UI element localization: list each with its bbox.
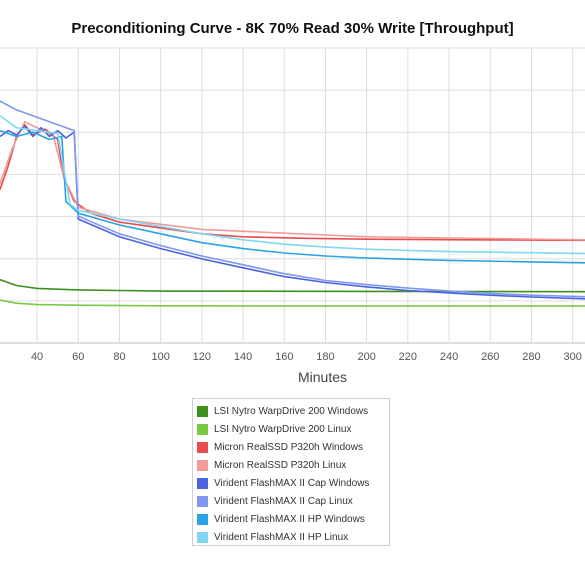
legend-label: LSI Nytro WarpDrive 200 Windows: [214, 405, 369, 417]
legend-item: LSI Nytro WarpDrive 200 Windows: [197, 402, 389, 420]
x-tick-label: 60: [72, 351, 84, 363]
legend-label: Micron RealSSD P320h Linux: [214, 459, 347, 471]
legend-item: Virident FlashMAX II Cap Windows: [197, 474, 389, 492]
series-line-7: [0, 115, 585, 255]
legend-swatch: [197, 405, 208, 417]
legend-swatch: [197, 441, 208, 453]
x-tick-label: 80: [113, 351, 125, 363]
legend-swatch: [197, 477, 208, 489]
legend: LSI Nytro WarpDrive 200 Windows LSI Nytro…: [192, 398, 390, 546]
x-tick-labels: 40 60 80 100 120 140 160 180 200 220 240 260 280 300: [31, 351, 582, 363]
gridlines: [0, 47, 585, 344]
series-lines: [0, 100, 585, 307]
series-line-0: [0, 278, 585, 293]
legend-item: Virident FlashMAX II HP Linux: [197, 528, 389, 546]
legend-label: Virident FlashMAX II Cap Windows: [214, 477, 370, 489]
series-line-1: [0, 299, 585, 307]
legend-label: Virident FlashMAX II HP Linux: [214, 531, 349, 543]
x-tick-label: 300: [563, 351, 581, 363]
legend-swatch: [197, 495, 208, 507]
chart-title: Preconditioning Curve - 8K 70% Read 30% …: [71, 20, 514, 37]
legend-label: Virident FlashMAX II HP Windows: [214, 513, 365, 525]
x-tick-label: 180: [316, 351, 334, 363]
legend-item: Micron RealSSD P320h Windows: [197, 438, 389, 456]
x-tick-label: 120: [193, 351, 211, 363]
series-line-4: [0, 125, 585, 300]
x-tick-label: 40: [31, 351, 43, 363]
legend-swatch: [197, 423, 208, 435]
legend-label: Virident FlashMAX II Cap Linux: [214, 495, 353, 507]
legend-item: LSI Nytro WarpDrive 200 Linux: [197, 420, 389, 438]
series-line-6: [0, 129, 585, 264]
legend-item: Micron RealSSD P320h Linux: [197, 456, 389, 474]
x-axis-label: Minutes: [297, 369, 348, 385]
x-tick-label: 220: [399, 351, 417, 363]
x-tick-label: 200: [357, 351, 375, 363]
series-line-5: [0, 100, 585, 298]
x-tick-label: 280: [522, 351, 540, 363]
legend-item: Virident FlashMAX II Cap Linux: [197, 492, 389, 510]
x-tick-label: 100: [151, 351, 169, 363]
legend-label: LSI Nytro WarpDrive 200 Linux: [214, 423, 352, 435]
legend-swatch: [197, 459, 208, 471]
legend-label: Micron RealSSD P320h Windows: [214, 441, 363, 453]
x-tick-label: 260: [481, 351, 499, 363]
legend-swatch: [197, 531, 208, 543]
x-tick-label: 140: [234, 351, 252, 363]
legend-swatch: [197, 513, 208, 525]
legend-item: Virident FlashMAX II HP Windows: [197, 510, 389, 528]
x-tick-label: 240: [440, 351, 458, 363]
series-line-3: [0, 121, 585, 241]
x-tick-label: 160: [275, 351, 293, 363]
